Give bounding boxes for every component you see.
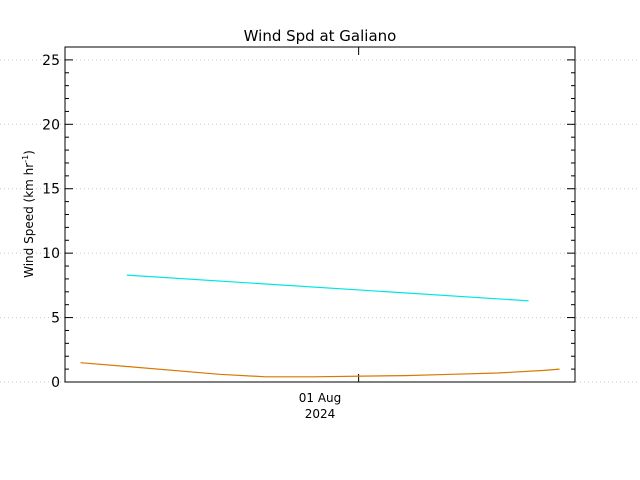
y-axis-label-sup: -1 — [21, 155, 30, 163]
y-tick-label: 0 — [51, 375, 60, 391]
y-tick-label: 10 — [42, 246, 60, 262]
y-tick-label: 5 — [51, 311, 60, 327]
plot-frame — [64, 46, 576, 383]
y-axis-label-main: Wind Speed (km hr — [22, 163, 36, 278]
series-group — [80, 274, 560, 378]
y-axis: 0 5 10 15 20 25 — [42, 46, 575, 391]
series-line-2 — [80, 362, 560, 378]
gridlines — [0, 59, 640, 383]
chart-title: Wind Spd at Galiano — [244, 27, 397, 45]
series-line-1 — [126, 274, 529, 302]
y-tick-label: 25 — [42, 53, 60, 69]
y-axis-label-close: ) — [22, 150, 36, 155]
x-tick-label-date: 01 Aug — [299, 391, 342, 405]
y-tick-label: 15 — [42, 182, 60, 198]
y-tick-label: 20 — [42, 117, 60, 133]
x-tick-label-year: 2024 — [305, 407, 336, 421]
y-axis-label: Wind Speed (km hr-1) — [21, 150, 36, 278]
